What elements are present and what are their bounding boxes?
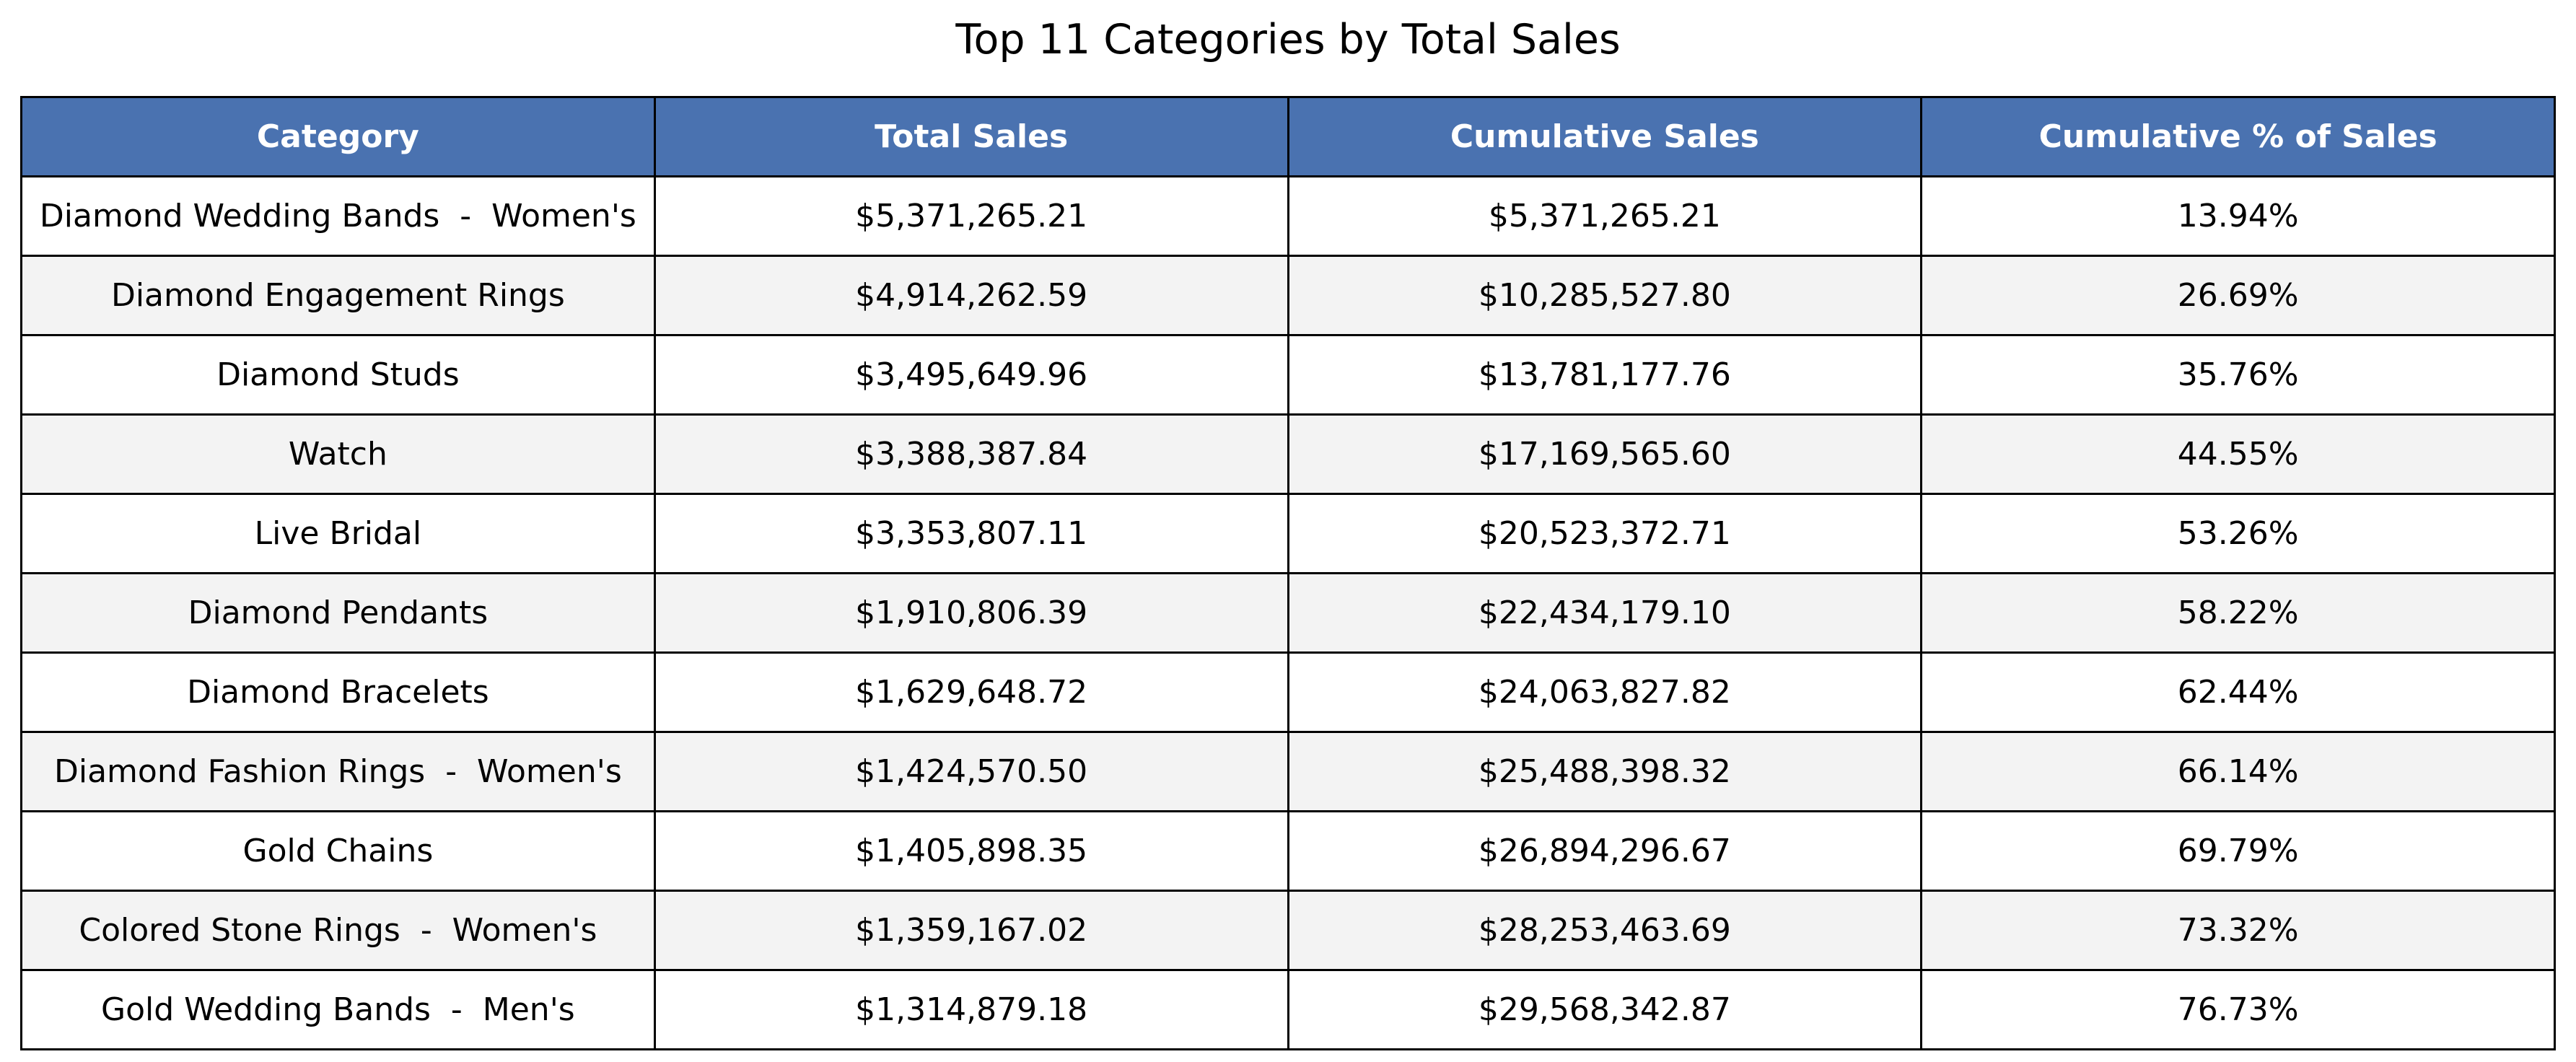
cell-category: Diamond Wedding Bands - Women's bbox=[20, 175, 656, 257]
table-row: Diamond Pendants $1,910,806.39 $22,434,179… bbox=[20, 572, 2556, 654]
cell-cumulative-sales: $28,253,463.69 bbox=[1287, 890, 1923, 971]
cell-total-sales: $1,910,806.39 bbox=[653, 572, 1289, 654]
cell-cumulative-sales: $26,894,296.67 bbox=[1287, 810, 1923, 892]
cell-category: Diamond Studs bbox=[20, 334, 656, 416]
table-body: Diamond Wedding Bands - Women's $5,371,26… bbox=[20, 175, 2556, 1050]
cell-total-sales: $3,353,807.11 bbox=[653, 493, 1289, 574]
cell-category: Gold Chains bbox=[20, 810, 656, 892]
header-cell-total-sales: Total Sales bbox=[653, 96, 1289, 177]
cell-total-sales: $5,371,265.21 bbox=[653, 175, 1289, 257]
table-row: Diamond Fashion Rings - Women's $1,424,57… bbox=[20, 731, 2556, 812]
cell-total-sales: $1,424,570.50 bbox=[653, 731, 1289, 812]
cell-total-sales: $1,405,898.35 bbox=[653, 810, 1289, 892]
table-row: Diamond Bracelets $1,629,648.72 $24,063,82… bbox=[20, 651, 2556, 733]
cell-cumulative-percent: 76.73% bbox=[1920, 969, 2556, 1050]
cell-cumulative-percent: 58.22% bbox=[1920, 572, 2556, 654]
table-row: Live Bridal $3,353,807.11 $20,523,372.71 53… bbox=[20, 493, 2556, 574]
table-row: Colored Stone Rings - Women's $1,359,167.… bbox=[20, 890, 2556, 971]
cell-category: Diamond Engagement Rings bbox=[20, 255, 656, 336]
cell-cumulative-sales: $13,781,177.76 bbox=[1287, 334, 1923, 416]
cell-cumulative-percent: 13.94% bbox=[1920, 175, 2556, 257]
cell-cumulative-sales: $10,285,527.80 bbox=[1287, 255, 1923, 336]
table-header: Category Total Sales Cumulative Sales Cu… bbox=[20, 96, 2556, 177]
cell-category: Watch bbox=[20, 413, 656, 495]
cell-cumulative-percent: 69.79% bbox=[1920, 810, 2556, 892]
chart-title: Top 11 Categories by Total Sales bbox=[955, 16, 1621, 63]
cell-category: Diamond Bracelets bbox=[20, 651, 656, 733]
cell-total-sales: $1,629,648.72 bbox=[653, 651, 1289, 733]
cell-cumulative-percent: 35.76% bbox=[1920, 334, 2556, 416]
header-cell-cumulative-sales: Cumulative Sales bbox=[1287, 96, 1923, 177]
cell-cumulative-percent: 66.14% bbox=[1920, 731, 2556, 812]
cell-total-sales: $1,314,879.18 bbox=[653, 969, 1289, 1050]
header-cell-category: Category bbox=[20, 96, 656, 177]
cell-cumulative-sales: $20,523,372.71 bbox=[1287, 493, 1923, 574]
cell-cumulative-sales: $29,568,342.87 bbox=[1287, 969, 1923, 1050]
cell-cumulative-percent: 73.32% bbox=[1920, 890, 2556, 971]
table-row: Watch $3,388,387.84 $17,169,565.60 44.55% bbox=[20, 413, 2556, 495]
sales-table: Category Total Sales Cumulative Sales Cu… bbox=[20, 96, 2556, 1050]
cell-category: Live Bridal bbox=[20, 493, 656, 574]
header-cell-cumulative-percent: Cumulative % of Sales bbox=[1920, 96, 2556, 177]
cell-cumulative-sales: $24,063,827.82 bbox=[1287, 651, 1923, 733]
cell-category: Diamond Pendants bbox=[20, 572, 656, 654]
cell-cumulative-sales: $25,488,398.32 bbox=[1287, 731, 1923, 812]
cell-total-sales: $3,388,387.84 bbox=[653, 413, 1289, 495]
cell-total-sales: $1,359,167.02 bbox=[653, 890, 1289, 971]
table-row: Diamond Wedding Bands - Women's $5,371,26… bbox=[20, 175, 2556, 257]
header-row: Category Total Sales Cumulative Sales Cu… bbox=[20, 96, 2556, 177]
cell-cumulative-sales: $5,371,265.21 bbox=[1287, 175, 1923, 257]
cell-cumulative-percent: 26.69% bbox=[1920, 255, 2556, 336]
cell-cumulative-percent: 44.55% bbox=[1920, 413, 2556, 495]
cell-total-sales: $3,495,649.96 bbox=[653, 334, 1289, 416]
cell-cumulative-sales: $22,434,179.10 bbox=[1287, 572, 1923, 654]
table-row: Gold Wedding Bands - Men's $1,314,879.18 $… bbox=[20, 969, 2556, 1050]
table-row: Gold Chains $1,405,898.35 $26,894,296.67 69… bbox=[20, 810, 2556, 892]
cell-category: Diamond Fashion Rings - Women's bbox=[20, 731, 656, 812]
cell-cumulative-percent: 62.44% bbox=[1920, 651, 2556, 733]
cell-category: Colored Stone Rings - Women's bbox=[20, 890, 656, 971]
table-row: Diamond Engagement Rings $4,914,262.59 $10… bbox=[20, 255, 2556, 336]
cell-cumulative-sales: $17,169,565.60 bbox=[1287, 413, 1923, 495]
sales-table-container: Category Total Sales Cumulative Sales Cu… bbox=[20, 96, 2556, 1050]
table-row: Diamond Studs $3,495,649.96 $13,781,177.76… bbox=[20, 334, 2556, 416]
cell-cumulative-percent: 53.26% bbox=[1920, 493, 2556, 574]
cell-category: Gold Wedding Bands - Men's bbox=[20, 969, 656, 1050]
cell-total-sales: $4,914,262.59 bbox=[653, 255, 1289, 336]
